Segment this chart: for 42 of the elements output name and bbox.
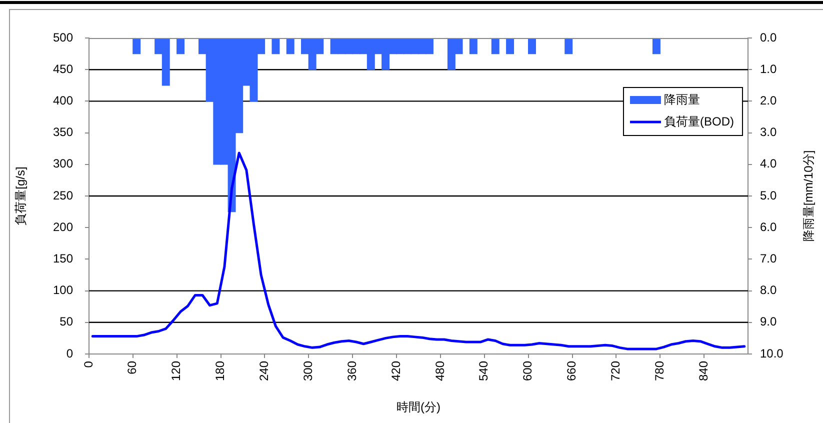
y2-tick-label: 1.0 <box>760 62 778 76</box>
y-tick-label: 500 <box>52 30 74 44</box>
x-tick-label: 240 <box>257 360 272 382</box>
y-tick-label: 100 <box>52 283 74 298</box>
x-tick-label: 480 <box>432 360 447 382</box>
x-tick-label: 660 <box>564 360 579 382</box>
x-tick-label: 600 <box>520 360 535 382</box>
y2-tick-label: 8.0 <box>760 283 778 298</box>
y-tick-label: 400 <box>52 94 74 108</box>
y2-tick-label: 10.0 <box>760 346 784 360</box>
y-tick-label: 200 <box>52 220 74 234</box>
y-tick-label: 350 <box>52 125 74 140</box>
y2-tick-label: 2.0 <box>760 94 778 108</box>
x-tick-label: 300 <box>300 360 315 382</box>
x-tick-label: 420 <box>388 360 403 382</box>
y-tick-label: 450 <box>52 62 74 76</box>
x-tick-label: 60 <box>125 360 140 374</box>
y2-tick-label: 9.0 <box>760 314 778 329</box>
y-axis-title: 負荷量[g/s] <box>14 166 28 226</box>
x-tick-label: 180 <box>213 360 228 382</box>
y2-tick-label: 4.0 <box>760 156 778 171</box>
x-tick-label: 0 <box>81 360 96 368</box>
y-tick-label: 50 <box>60 314 74 329</box>
legend-label: 負荷量(BOD) <box>664 114 734 128</box>
y2-tick-label: 0.0 <box>760 30 778 44</box>
legend-label: 降雨量 <box>664 92 700 106</box>
y2-tick-label: 6.0 <box>760 220 778 234</box>
y-tick-label: 150 <box>52 252 74 266</box>
y-tick-label: 0 <box>66 346 74 360</box>
x-axis-title: 時間(分) <box>396 400 440 414</box>
x-tick-label: 840 <box>696 360 710 382</box>
y2-tick-label: 7.0 <box>760 252 778 266</box>
x-tick-label: 360 <box>344 360 359 382</box>
x-tick-label: 780 <box>652 360 666 382</box>
y2-tick-label: 5.0 <box>760 188 778 202</box>
y2-axis-title: 降雨量[mm/10分] <box>801 150 816 242</box>
x-tick-label: 540 <box>476 360 491 382</box>
y-tick-label: 300 <box>52 156 74 171</box>
x-tick-label: 120 <box>169 360 184 382</box>
x-tick-label: 720 <box>608 360 623 382</box>
y-tick-label: 250 <box>52 188 74 202</box>
y2-tick-label: 3.0 <box>760 125 778 140</box>
